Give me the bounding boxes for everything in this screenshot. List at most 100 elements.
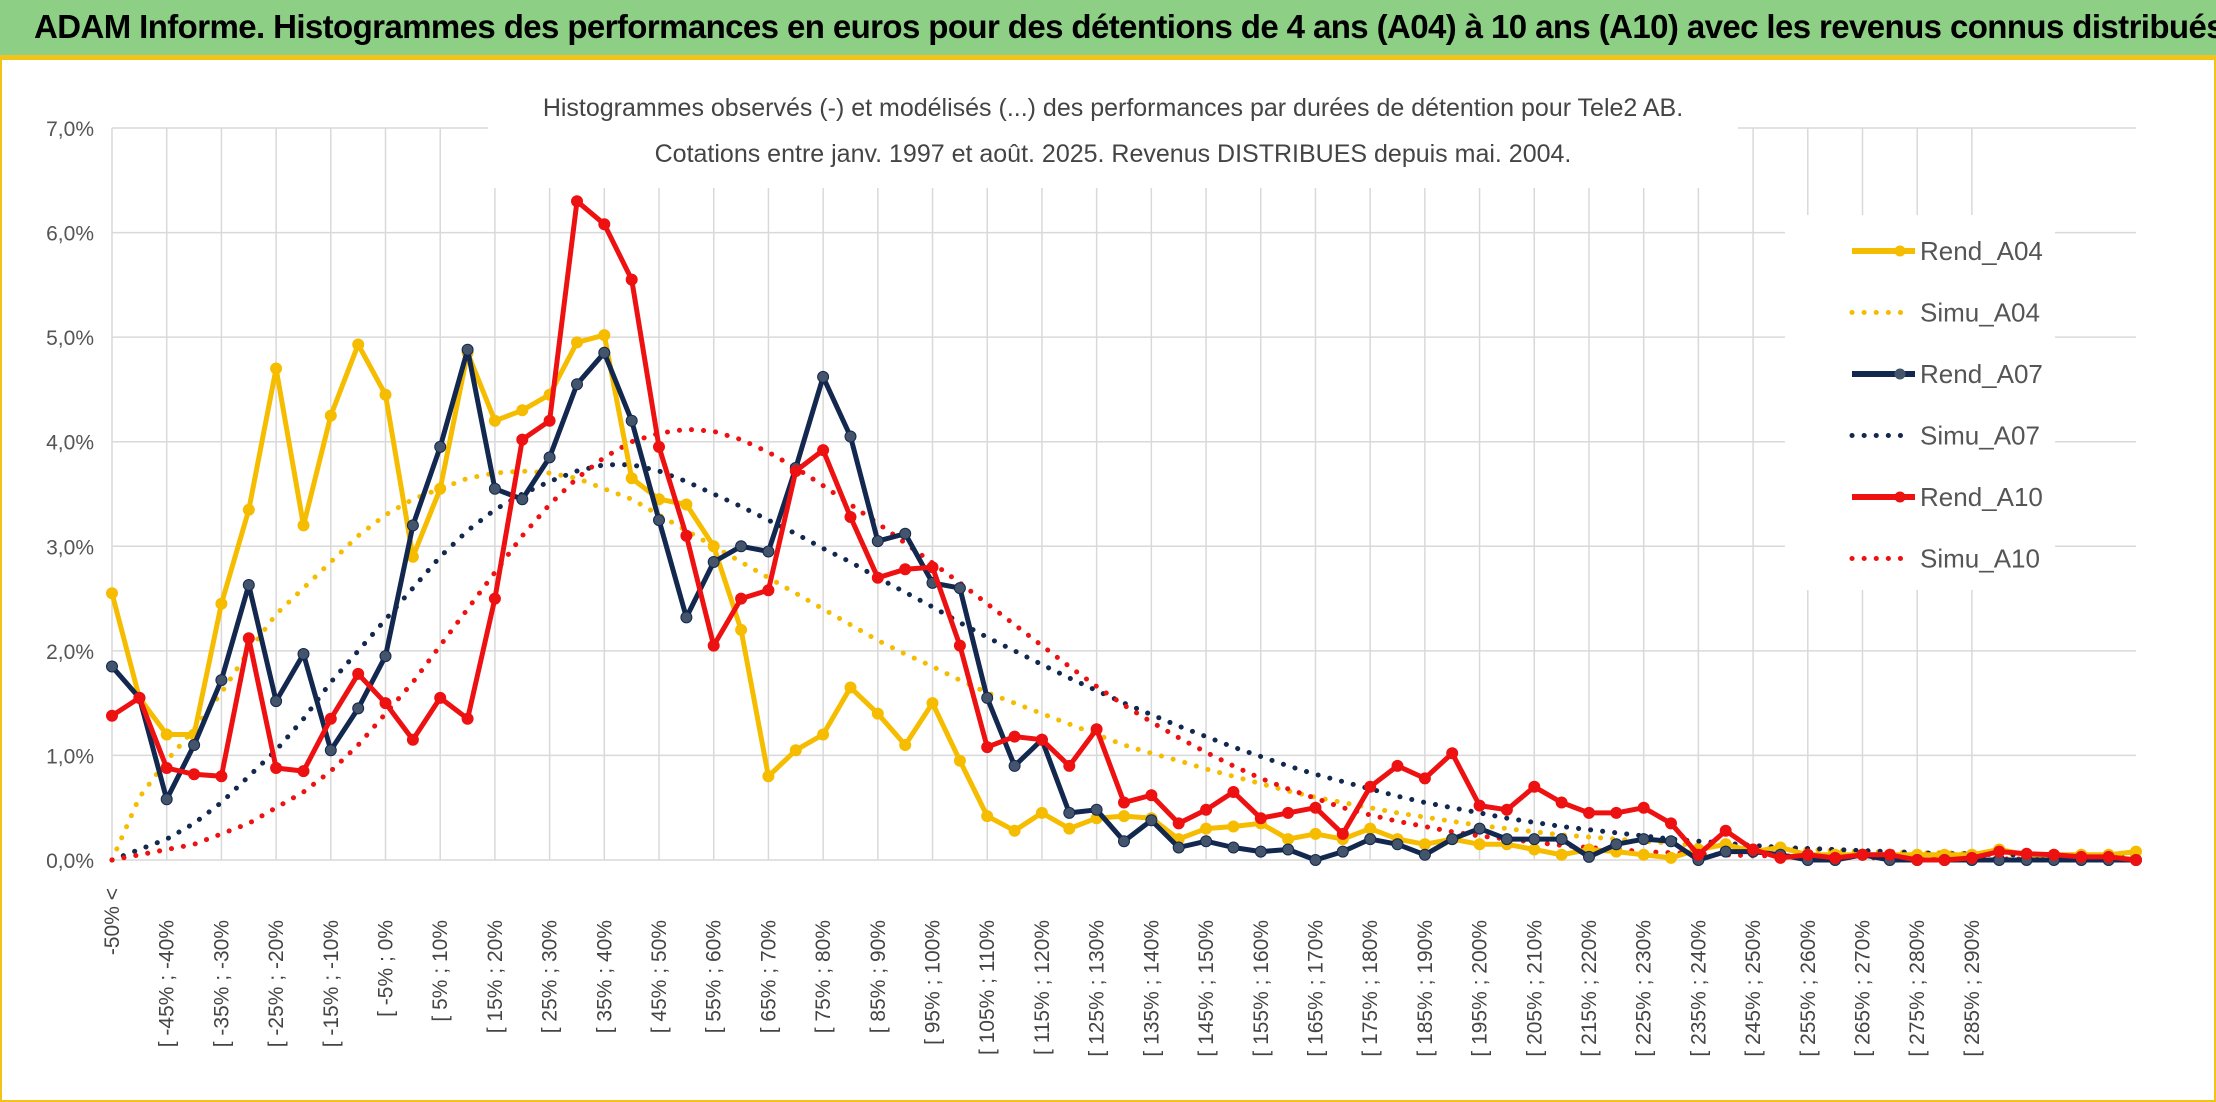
x-tick-label: [ 135% ; 140% (1140, 920, 1163, 1057)
data-point-rend_a04 (434, 482, 447, 495)
data-point-rend_a10 (160, 762, 173, 774)
data-point-rend_a04 (1418, 838, 1431, 851)
data-point-rend_a04 (899, 739, 912, 751)
data-point-rend_a04 (1364, 822, 1377, 835)
data-point-rend_a07 (1172, 841, 1185, 854)
y-tick-label: 1,0% (46, 745, 94, 768)
data-point-rend_a10 (1118, 796, 1130, 809)
data-point-rend_a07 (1118, 835, 1130, 848)
data-point-rend_a10 (1856, 848, 1869, 861)
data-point-rend_a07 (953, 582, 966, 595)
data-point-rend_a07 (981, 691, 994, 704)
data-point-rend_a07 (1364, 833, 1377, 846)
data-point-rend_a04 (680, 498, 693, 511)
data-point-rend_a07 (817, 370, 830, 383)
data-point-rend_a10 (2130, 854, 2142, 866)
y-axis-ticks: 0,0% 1,0% 2,0% 3,0% 4,0% 5,0% 6,0% 7,0% (46, 118, 94, 873)
data-point-rend_a10 (1883, 848, 1896, 861)
data-point-rend_a10 (352, 667, 365, 680)
data-point-rend_a10 (543, 414, 556, 427)
data-point-rend_a07 (242, 579, 255, 591)
data-point-rend_a04 (1665, 851, 1677, 864)
data-point-rend_a07 (1063, 806, 1076, 819)
y-tick-label: 0,0% (46, 850, 94, 873)
data-point-rend_a10 (1993, 845, 2006, 858)
data-point-rend_a07 (1282, 843, 1295, 856)
x-tick-label: [ 175% ; 180% (1359, 920, 1382, 1057)
data-point-rend_a10 (789, 465, 802, 477)
data-point-rend_a07 (1555, 833, 1568, 846)
data-point-rend_a10 (1719, 824, 1732, 837)
data-point-rend_a10 (1610, 806, 1623, 819)
data-point-rend_a10 (2075, 850, 2088, 863)
x-tick-label: [ 275% ; 280% (1906, 920, 1929, 1057)
data-point-rend_a10 (1446, 747, 1459, 760)
data-point-rend_a07 (1583, 850, 1595, 863)
data-point-rend_a04 (817, 728, 830, 741)
data-point-rend_a10 (270, 762, 283, 774)
data-point-rend_a10 (1500, 803, 1513, 816)
data-point-rend_a10 (1965, 851, 1978, 864)
data-point-rend_a04 (488, 414, 501, 427)
data-point-rend_a10 (625, 273, 638, 286)
data-point-rend_a07 (1665, 835, 1677, 848)
data-point-rend_a04 (1008, 824, 1021, 837)
data-point-rend_a10 (406, 733, 419, 746)
data-point-rend_a10 (1938, 854, 1951, 866)
data-point-rend_a04 (789, 744, 802, 757)
x-tick-label: [ 125% ; 130% (1086, 920, 1109, 1057)
data-point-rend_a04 (871, 707, 884, 720)
legend-backdrop (1785, 215, 2055, 590)
data-point-rend_a10 (1200, 803, 1213, 816)
data-point-rend_a07 (352, 702, 365, 715)
data-point-rend_a07 (1719, 845, 1732, 858)
data-point-rend_a07 (379, 650, 392, 663)
x-tick-label: [ 155% ; 160% (1250, 920, 1273, 1057)
x-tick-label: [ 255% ; 260% (1797, 920, 1820, 1057)
title-backdrop (488, 84, 1738, 188)
report-title: ADAM Informe. Histogrammes des performan… (34, 8, 2216, 45)
data-point-rend_a07 (106, 660, 118, 673)
x-tick-label: -50% < (101, 888, 124, 955)
data-point-rend_a10 (2047, 848, 2060, 861)
x-tick-label: [ 5% ; 10% (429, 920, 452, 1022)
data-point-rend_a10 (1692, 848, 1705, 861)
data-point-rend_a10 (762, 584, 775, 597)
data-point-rend_a04 (324, 409, 337, 422)
x-tick-label: [ 195% ; 200% (1469, 920, 1492, 1057)
legend-label: Rend_A10 (1920, 482, 2043, 512)
y-tick-label: 3,0% (46, 536, 94, 559)
data-point-rend_a10 (571, 195, 583, 208)
x-tick-label: [ -35% ; -30% (210, 920, 233, 1047)
legend: Rend_A04 Simu_A04 Rend_A07 Simu_A07 Rend_A10… (1849, 236, 2043, 574)
data-point-rend_a04 (160, 728, 173, 741)
data-point-rend_a07 (1528, 833, 1541, 846)
data-point-rend_a07 (871, 535, 884, 548)
data-point-rend_a10 (488, 592, 501, 605)
data-point-rend_a04 (1227, 820, 1240, 833)
data-point-rend_a10 (1008, 730, 1021, 743)
x-tick-label: [ 165% ; 170% (1304, 920, 1327, 1057)
data-point-rend_a07 (571, 378, 583, 391)
data-point-rend_a10 (1418, 772, 1431, 785)
data-point-rend_a04 (242, 503, 255, 516)
data-point-rend_a04 (762, 770, 775, 783)
data-point-rend_a10 (1364, 780, 1377, 793)
legend-label: Rend_A04 (1920, 236, 2043, 266)
data-point-rend_a10 (461, 712, 474, 725)
data-point-rend_a04 (1200, 822, 1213, 835)
data-point-rend_a04 (215, 597, 228, 610)
data-point-rend_a07 (762, 545, 775, 558)
data-point-rend_a04 (516, 404, 529, 417)
chart-subtitle: Cotations entre janv. 1997 et août. 2025… (655, 140, 1572, 168)
data-point-rend_a10 (1090, 723, 1103, 736)
data-point-rend_a07 (461, 343, 474, 356)
data-point-rend_a10 (1774, 851, 1787, 864)
legend-label: Simu_A04 (1920, 298, 2040, 328)
data-point-rend_a10 (1227, 786, 1240, 798)
x-tick-label: [ 235% ; 240% (1687, 920, 1710, 1057)
data-point-rend_a04 (1555, 848, 1568, 861)
data-point-rend_a04 (297, 519, 310, 532)
data-point-rend_a07 (844, 430, 857, 443)
data-point-rend_a07 (1473, 822, 1486, 835)
